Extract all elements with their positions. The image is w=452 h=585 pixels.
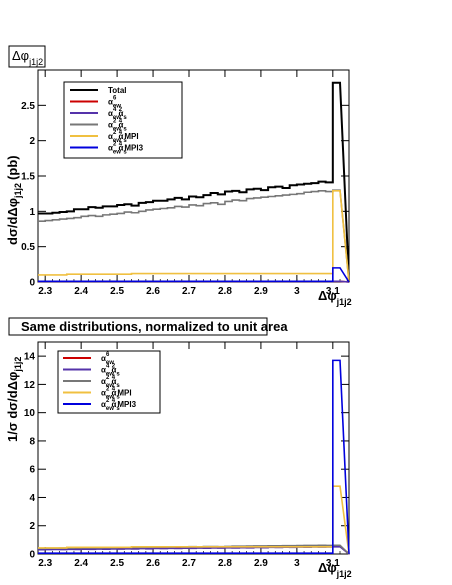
x-tick-label: 2.8 — [218, 286, 232, 297]
y-tick-label: 2 — [29, 136, 35, 147]
series-line — [38, 81, 350, 283]
top-title-sub: j1j2 — [28, 57, 43, 67]
bottom-title-box — [8, 317, 268, 336]
y-tick-label: 1 — [29, 207, 35, 218]
y-tick-label: 10 — [24, 408, 36, 419]
top-legend-box — [63, 81, 183, 159]
legend-label: αew4 αs2 — [101, 364, 120, 378]
x-tick-label: 2.3 — [38, 558, 52, 569]
y-tick-label: 0.5 — [21, 242, 35, 253]
x-tick-label: 2.6 — [146, 286, 160, 297]
y-tick-label: 14 — [24, 352, 36, 363]
bottom-series-group — [38, 359, 350, 555]
bottom-y-ticks: 0 2 4 6 8 10 12 14 — [24, 352, 349, 561]
x-tick-label: 2.5 — [110, 286, 124, 297]
legend-label: αew2 αs4 MPI — [108, 130, 139, 144]
bottom-y-axis-title: 1/σ dσ/dΔφj1j2 — [5, 357, 23, 442]
x-tick-label: 2.4 — [74, 286, 88, 297]
bottom-x-axis-title: Δφj1j2 — [318, 560, 352, 579]
top-series-group — [38, 81, 350, 283]
series-line — [38, 485, 350, 555]
x-tick-label: 3 — [294, 286, 300, 297]
legend-label: αew2 αs4 MPI3 — [108, 142, 144, 156]
bottom-title: Same distributions, normalized to unit a… — [21, 319, 288, 334]
y-tick-label: 2 — [29, 521, 35, 532]
top-x-axis-title: Δφj1j2 — [318, 288, 352, 307]
x-tick-label: 2.5 — [110, 558, 124, 569]
series-line — [38, 189, 350, 283]
legend-label: Total — [108, 86, 127, 95]
legend-label: αew2 αs4 — [108, 119, 127, 133]
top-y-ticks: 0 0.5 1 1.5 2 2.5 — [21, 101, 349, 289]
legend-label: αew6 — [108, 96, 121, 110]
series-line — [38, 190, 350, 283]
legend-label: αew6 — [101, 352, 114, 366]
top-panel: Δφj1j2 2.3 2.4 2.5 2.6 2.7 2.8 2.9 3 3.1 0 0.5 1 1.… — [5, 45, 352, 307]
x-tick-label: 2.7 — [182, 558, 196, 569]
series-line — [38, 359, 350, 555]
x-tick-label: 2.7 — [182, 286, 196, 297]
y-tick-label: 2.5 — [21, 101, 35, 112]
y-tick-label: 4 — [29, 493, 35, 504]
x-tick-label: 2.9 — [254, 558, 268, 569]
x-tick-label: 2.3 — [38, 286, 52, 297]
y-tick-label: 8 — [29, 436, 35, 447]
x-tick-label: 3 — [294, 558, 300, 569]
y-tick-label: 12 — [24, 380, 36, 391]
legend-label: αew2 αs4 MPI — [101, 387, 132, 401]
top-title: Δφj1j2 — [12, 48, 43, 67]
x-tick-label: 2.9 — [254, 286, 268, 297]
x-tick-label: 2.8 — [218, 558, 232, 569]
series-line — [38, 267, 350, 283]
legend-label: αew4 αs2 — [108, 107, 127, 121]
y-tick-label: 0 — [29, 550, 35, 561]
x-tick-label: 3.1 — [326, 558, 340, 569]
y-tick-label: 1.5 — [21, 172, 35, 183]
top-y-axis-title: dσ/dΔφj1j2(pb) — [5, 155, 23, 245]
bottom-panel: Same distributions, normalized to unit a… — [5, 317, 352, 579]
top-title-main: Δφ — [12, 48, 29, 63]
bottom-plot-frame — [37, 341, 350, 555]
top-title-box — [8, 45, 46, 68]
legend-label: αew2 αs4 — [101, 375, 120, 389]
y-tick-label: 6 — [29, 465, 35, 476]
legend-label: αew2 αs4 MPI3 — [101, 398, 137, 412]
x-tick-label: 3.1 — [326, 286, 340, 297]
x-tick-label: 2.6 — [146, 558, 160, 569]
y-tick-label: 0 — [29, 278, 35, 289]
x-tick-label: 2.4 — [74, 558, 88, 569]
